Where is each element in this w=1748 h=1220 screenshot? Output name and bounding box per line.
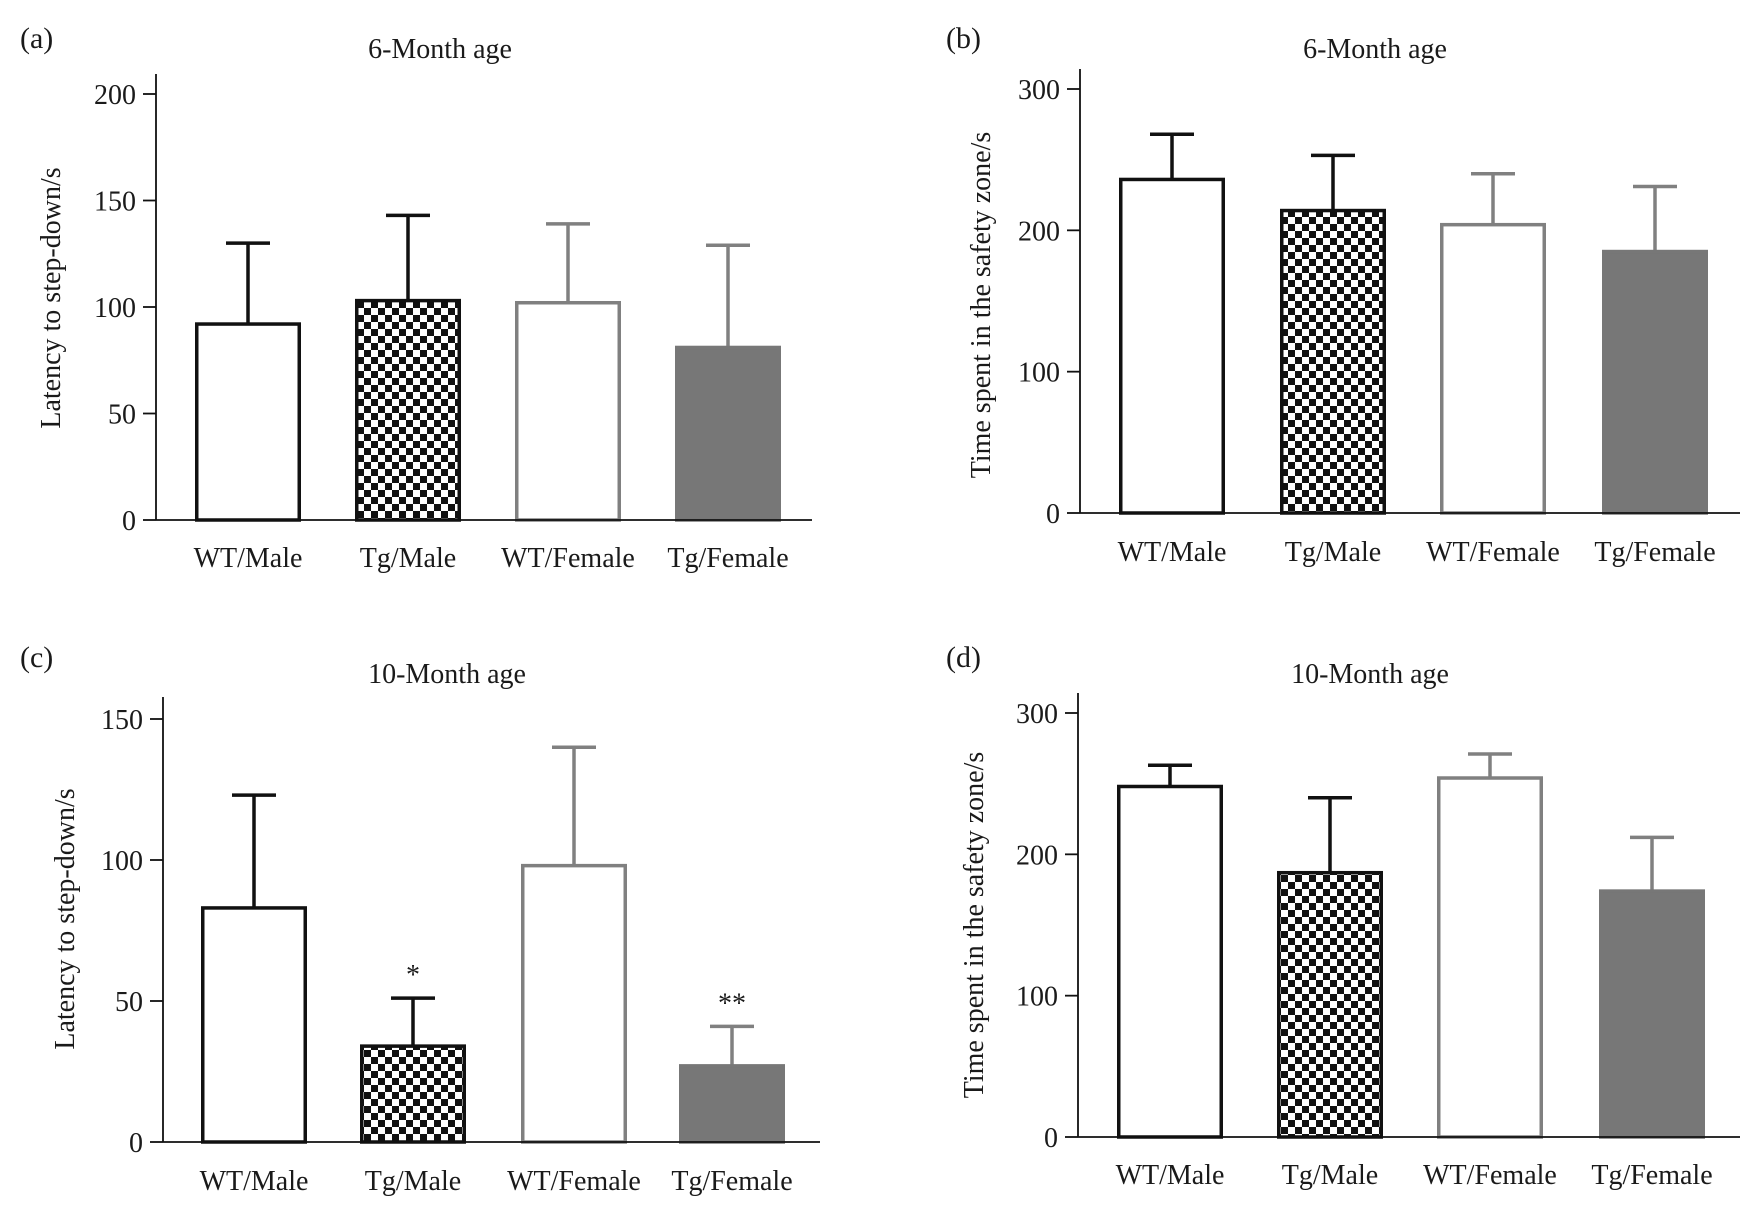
category-label: WT/Female — [501, 543, 635, 574]
category-label: Tg/Female — [1591, 1160, 1712, 1191]
panel-label: (a) — [20, 22, 53, 55]
chart-panel-c: (c) 10-Month age Latency to step-down/s WT/… — [20, 641, 820, 1197]
y-tick-label: 50 — [108, 400, 136, 431]
y-tick-label: 300 — [1016, 699, 1058, 730]
category-label: Tg/Female — [1594, 537, 1715, 568]
bar-4 — [679, 1064, 785, 1144]
category-label: Tg/Male — [1285, 537, 1381, 568]
y-tick-label: 0 — [1046, 499, 1060, 530]
bar-3 — [1440, 222, 1546, 515]
y-tick-label: 0 — [122, 506, 136, 537]
bar-3 — [515, 300, 621, 522]
category-label: WT/Male — [194, 543, 303, 574]
bar-1 — [1117, 784, 1223, 1139]
significance-label: * — [406, 960, 420, 991]
y-tick-label: 150 — [101, 705, 143, 736]
category-label: Tg/Male — [1282, 1160, 1378, 1191]
y-tick-label: 300 — [1018, 75, 1060, 106]
category-label: WT/Female — [1423, 1160, 1557, 1191]
bar-2 — [1280, 208, 1386, 515]
y-axis-label: Time spent in the safety zone/s — [959, 752, 990, 1099]
y-tick-label: 150 — [94, 187, 136, 218]
y-axis-label: Time spent in the safety zone/s — [966, 132, 997, 479]
bar-4 — [675, 345, 781, 522]
y-axis-label: Latency to step-down/s — [36, 167, 67, 428]
y-tick-label: 0 — [129, 1128, 143, 1159]
y-tick-label: 0 — [1044, 1123, 1058, 1154]
category-label: WT/Female — [1426, 537, 1560, 568]
category-label: Tg/Female — [667, 543, 788, 574]
bar-1 — [201, 906, 307, 1144]
chart-title: 10-Month age — [1291, 659, 1449, 690]
category-label: WT/Male — [1116, 1160, 1225, 1191]
y-tick-label: 100 — [94, 293, 136, 324]
bar-4 — [1599, 889, 1705, 1139]
chart-panel-b: (b) 6-Month age Time spent in the safety z… — [946, 22, 1740, 568]
y-tick-label: 100 — [1018, 358, 1060, 389]
bar-4 — [1602, 249, 1708, 515]
chart-title: 6-Month age — [1303, 34, 1447, 65]
chart-title: 10-Month age — [368, 659, 526, 690]
bar-2 — [355, 298, 461, 522]
panel-label: (c) — [20, 641, 53, 674]
chart-panel-d: (d) 10-Month age Time spent in the safety … — [946, 641, 1740, 1191]
panel-label: (b) — [946, 22, 981, 55]
chart-title: 6-Month age — [368, 34, 512, 65]
panel-label: (d) — [946, 641, 981, 674]
category-label: Tg/Female — [671, 1166, 792, 1197]
category-label: Tg/Male — [360, 543, 456, 574]
bar-2 — [1277, 870, 1383, 1139]
y-axis-label: Latency to step-down/s — [50, 788, 81, 1049]
y-tick-label: 200 — [1016, 840, 1058, 871]
bar-3 — [1437, 776, 1543, 1139]
category-label: WT/Female — [507, 1166, 641, 1197]
category-label: WT/Male — [1118, 537, 1227, 568]
bar-3 — [521, 863, 627, 1144]
chart-panel-a: (a) 6-Month age Latency to step-down/s WT/M… — [20, 22, 812, 574]
significance-label: ** — [718, 988, 746, 1019]
bar-2 — [360, 1044, 466, 1144]
y-tick-label: 100 — [101, 846, 143, 877]
bar-1 — [1119, 177, 1225, 515]
category-label: WT/Male — [200, 1166, 309, 1197]
y-tick-label: 200 — [94, 80, 136, 111]
y-tick-label: 100 — [1016, 982, 1058, 1013]
bar-1 — [195, 322, 301, 522]
y-tick-label: 50 — [115, 987, 143, 1018]
y-tick-label: 200 — [1018, 216, 1060, 247]
category-label: Tg/Male — [365, 1166, 461, 1197]
